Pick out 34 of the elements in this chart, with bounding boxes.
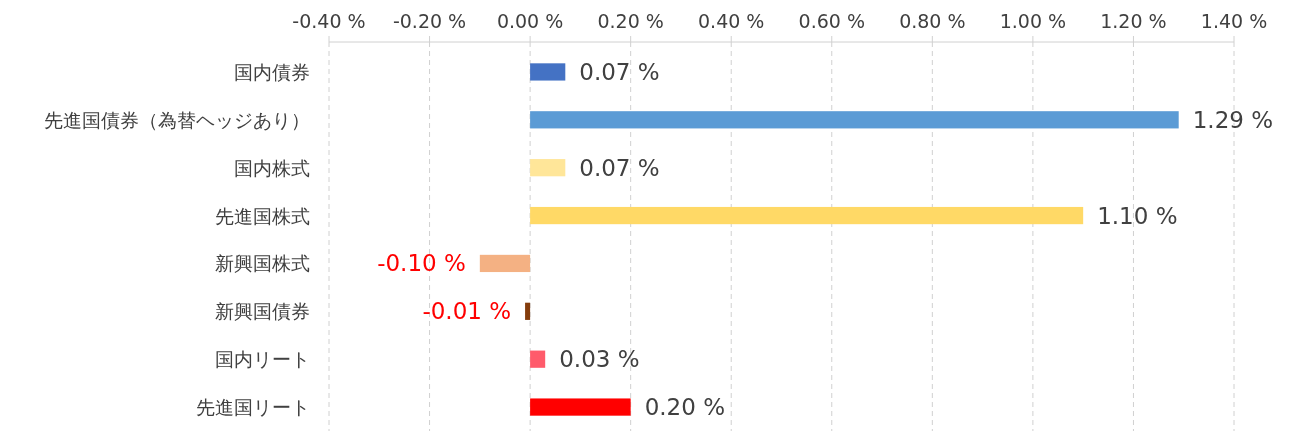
x-tick-label: 1.00 %: [999, 10, 1067, 32]
data-label: 1.10 %: [1097, 202, 1178, 229]
x-tick-label: -0.40 %: [292, 10, 366, 32]
bar: [530, 159, 566, 177]
bar: [530, 111, 1179, 129]
x-tick-label: 0.60 %: [798, 10, 865, 32]
data-label: -0.10 %: [377, 250, 466, 277]
data-label: 0.03 %: [559, 346, 640, 373]
x-tick-label: 0.20 %: [597, 10, 664, 32]
x-tick-label: 0.40 %: [698, 10, 765, 32]
bar: [525, 302, 531, 320]
y-tick-label: 新興国株式: [215, 252, 310, 275]
x-tick-label: 1.40 %: [1200, 10, 1268, 32]
data-label: 0.07 %: [579, 154, 660, 181]
data-label: 0.20 %: [644, 394, 726, 421]
bar: [479, 254, 531, 273]
data-label: 1.29 %: [1192, 106, 1274, 133]
bar: [530, 350, 546, 368]
x-tick-label: 1.20 %: [1100, 10, 1167, 32]
y-tick-label: 先進国リート: [196, 396, 310, 419]
x-tick-label: 0.80 %: [899, 10, 966, 32]
y-tick-label: 新興国債券: [215, 300, 310, 323]
data-label: -0.01 %: [422, 298, 512, 325]
bar: [530, 63, 566, 81]
x-tick-label: -0.20 %: [392, 10, 467, 32]
data-label: 0.07 %: [579, 58, 660, 85]
bar: [530, 398, 631, 416]
y-tick-label: 国内リート: [215, 348, 310, 371]
y-tick-label: 国内株式: [234, 156, 310, 179]
y-tick-label: 先進国株式: [215, 204, 310, 227]
x-tick-label: 0.00 %: [496, 10, 564, 32]
y-tick-label: 国内債券: [234, 60, 310, 83]
y-tick-label: 先進国債券（為替ヘッジあり）: [44, 108, 310, 131]
bar: [530, 206, 1084, 225]
